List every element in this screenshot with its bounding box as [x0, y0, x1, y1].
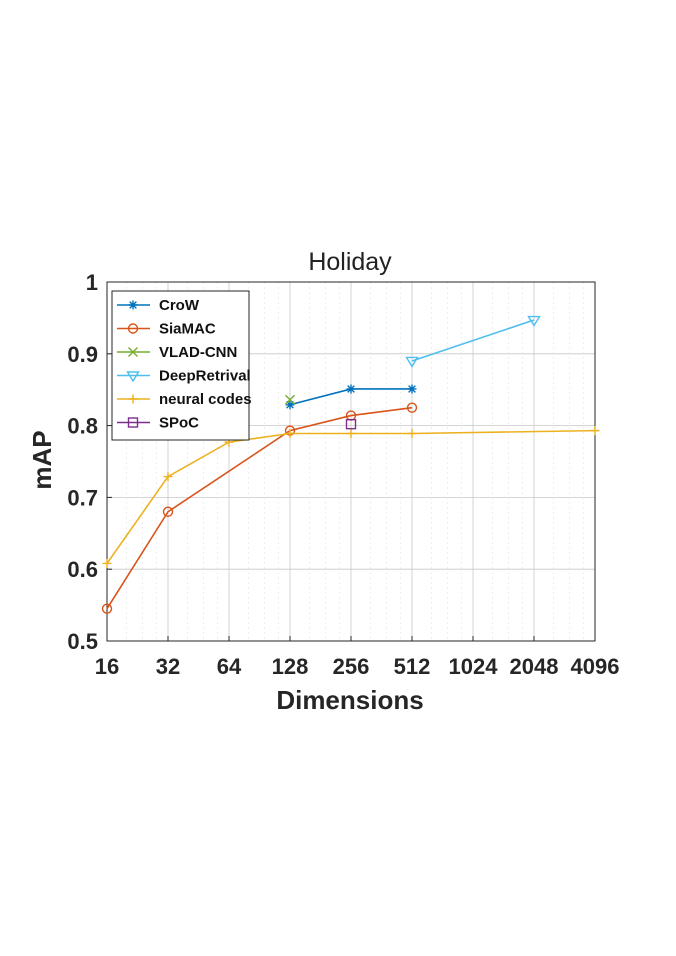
x-axis: 16 32 64 128 256 512 1024 2048 4096 — [95, 636, 620, 679]
chart: Holiday 16 32 64 128 256 512 1024 2048 4096 0.50… — [0, 0, 676, 956]
x-tick-label: 1024 — [449, 654, 499, 679]
y-tick-label: 0.6 — [67, 557, 98, 582]
x-axis-label: Dimensions — [276, 685, 423, 715]
y-tick-label: 1 — [86, 270, 98, 295]
y-tick-label: 0.5 — [67, 629, 98, 654]
legend: CroW SiaMAC VLAD-CNN DeepRetrival neural cod… — [112, 291, 252, 440]
y-tick-label: 0.8 — [67, 414, 98, 439]
x-tick-label: 16 — [95, 654, 119, 679]
x-tick-label: 64 — [217, 654, 242, 679]
x-tick-label: 128 — [272, 654, 309, 679]
data-point — [347, 384, 356, 393]
data-point — [286, 400, 295, 409]
legend-label: neural codes — [159, 391, 252, 408]
legend-label: VLAD-CNN — [159, 344, 237, 361]
legend-label: CroW — [159, 297, 200, 314]
y-tick-label: 0.7 — [67, 485, 98, 510]
data-point — [591, 426, 600, 435]
y-axis-label: mAP — [27, 430, 57, 489]
data-point — [408, 429, 417, 438]
chart-title: Holiday — [308, 248, 392, 276]
x-tick-label: 4096 — [571, 654, 620, 679]
x-tick-label: 32 — [156, 654, 180, 679]
legend-label: DeepRetrival — [159, 368, 251, 385]
data-point — [408, 384, 417, 393]
data-point — [129, 301, 138, 310]
y-axis: 0.5 0.6 0.7 0.8 0.9 1 — [67, 270, 112, 654]
legend-label: SPoC — [159, 415, 199, 432]
x-tick-label: 512 — [394, 654, 431, 679]
x-tick-label: 256 — [333, 654, 370, 679]
data-point — [347, 429, 356, 438]
x-tick-label: 2048 — [510, 654, 559, 679]
y-tick-label: 0.9 — [67, 342, 98, 367]
legend-label: SiaMAC — [159, 321, 216, 338]
